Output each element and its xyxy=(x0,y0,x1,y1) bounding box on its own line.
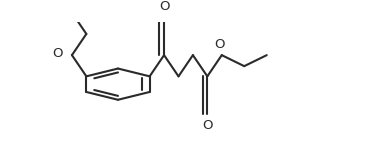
Text: O: O xyxy=(52,47,62,60)
Text: O: O xyxy=(215,38,225,51)
Text: O: O xyxy=(202,119,213,132)
Text: O: O xyxy=(159,0,169,13)
